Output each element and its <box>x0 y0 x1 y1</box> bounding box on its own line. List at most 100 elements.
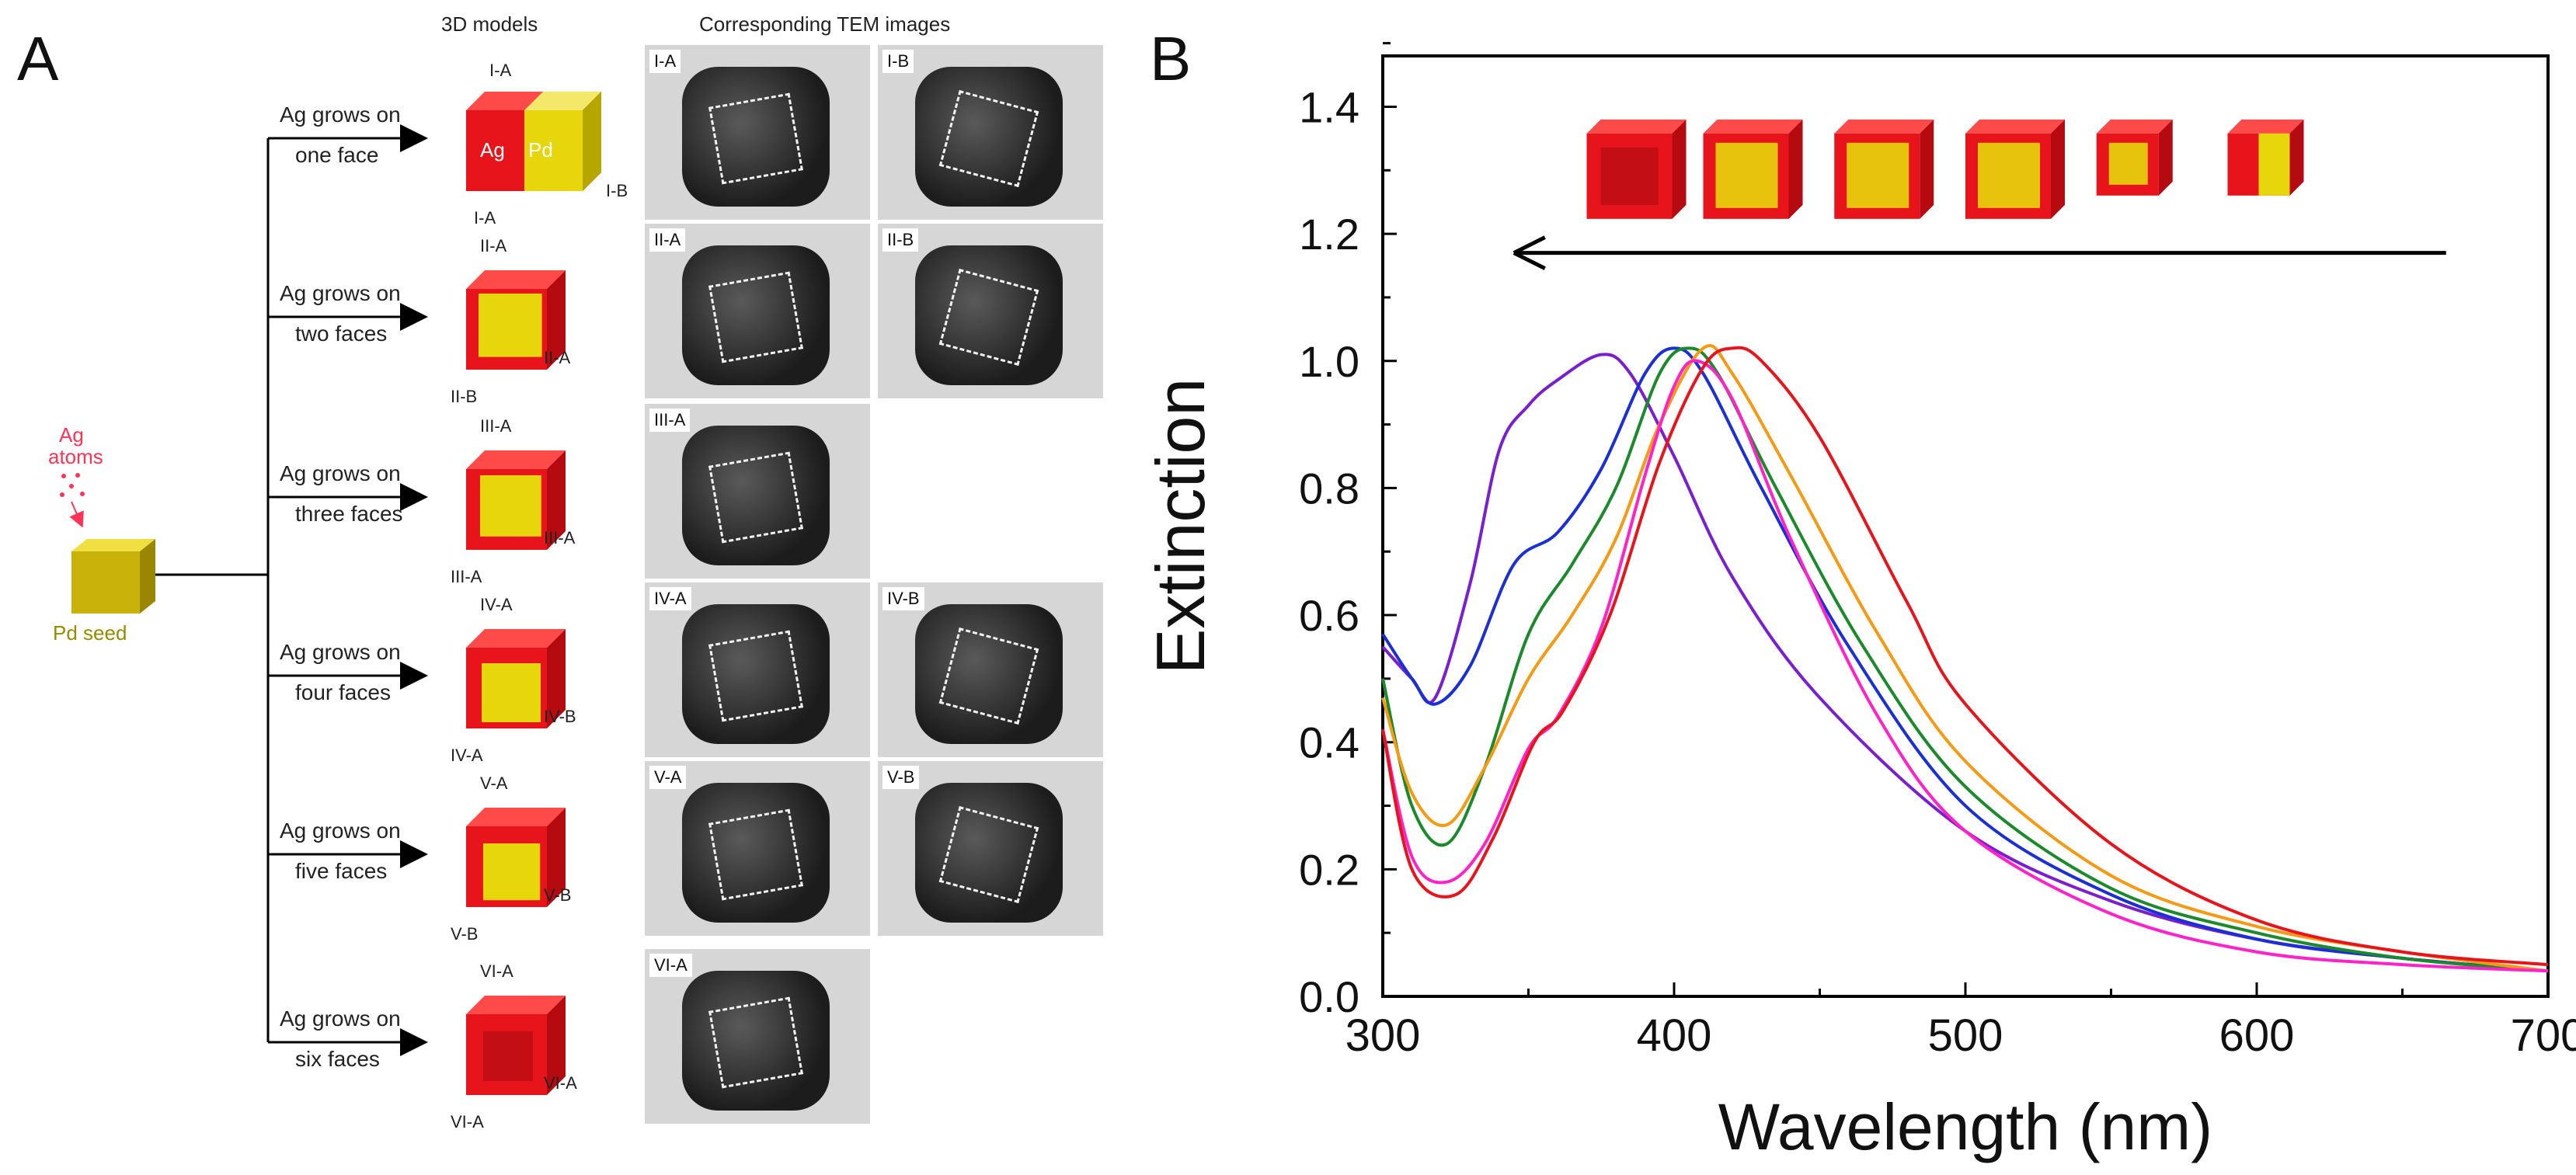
panel-b-letter: B <box>1150 24 1192 93</box>
growth-scheme-diagram <box>60 92 601 1095</box>
model-label: Pd <box>528 138 553 162</box>
arrow-label-line2: five faces <box>295 859 388 883</box>
nanocube-particle <box>915 604 1063 744</box>
y-tick-label: 0.2 <box>1299 845 1359 894</box>
x-tick-label: 400 <box>1637 1010 1712 1061</box>
tem-image: IV-A <box>645 582 870 757</box>
x-tick-label: 700 <box>2511 1010 2576 1061</box>
cube-model-row-4 <box>466 629 566 728</box>
ag-atoms-label-2: atoms <box>48 445 103 468</box>
tem-label: VI-A <box>649 954 692 977</box>
cube-models <box>466 92 601 1095</box>
inset-cube-model <box>1834 119 1934 219</box>
pd-seed-outline <box>708 996 803 1089</box>
cube-model-row-5 <box>466 808 566 907</box>
x-tick-label: 500 <box>1928 1010 2003 1061</box>
model-label: V-B <box>544 885 572 905</box>
y-tick-label: 0.8 <box>1299 464 1359 513</box>
panel-b: B 300 400 500 600 700 0.0 0.2 0.4 0.6 0.8 1.0 1.2 1.… <box>1088 0 2576 1175</box>
model-label: IV-A <box>451 746 483 765</box>
model-label: II-A <box>480 236 507 256</box>
extinction-chart: 300 400 500 600 700 0.0 0.2 0.4 0.6 0.8 1.0 1.2 1.4 W… <box>1142 42 2576 1163</box>
tem-image: III-A <box>645 404 870 579</box>
model-label: II-B <box>451 387 478 406</box>
tem-image: V-A <box>645 761 870 936</box>
cube-model-row-6 <box>466 996 566 1095</box>
pd-seed-outline <box>708 92 803 185</box>
tem-image: IV-B <box>878 582 1103 757</box>
nanocube-particle <box>682 67 830 207</box>
inset-cube-model <box>2227 119 2304 196</box>
y-tick-label: 1.2 <box>1299 210 1359 259</box>
tem-label: IV-A <box>649 587 691 610</box>
tem-image: I-A <box>645 45 870 220</box>
arrow-label-line1: Ag grows on <box>280 640 401 664</box>
arrow-label-line2: two faces <box>295 322 388 346</box>
panel-a: A 3D models Corresponding TEM images Ag <box>17 12 1103 1132</box>
model-label: V-A <box>480 773 508 793</box>
y-tick-label: 1.0 <box>1299 337 1359 386</box>
model-label: I-A <box>474 208 496 228</box>
arrow-label-line1: Ag grows on <box>280 819 401 843</box>
model-label: VI-A <box>451 1112 484 1132</box>
nanocube-particle <box>682 426 830 565</box>
arrow-label-line2: four faces <box>295 680 391 704</box>
model-label: I-B <box>606 181 628 200</box>
arrow-label-line2: one face <box>295 143 379 167</box>
y-axis-label: Extinction <box>1142 378 1219 675</box>
arrow-label-line1: Ag grows on <box>280 281 401 305</box>
tem-label: V-A <box>649 766 687 789</box>
x-tick-label: 300 <box>1345 1010 1421 1061</box>
model-label: IV-A <box>480 595 513 614</box>
cube-model-row-2 <box>466 270 566 370</box>
pd-seed-outline <box>708 451 803 544</box>
tem-image: V-B <box>878 761 1103 936</box>
series-line-green <box>1381 346 2549 973</box>
arrow-label-line1: Ag grows on <box>280 461 401 485</box>
y-tick-label: 1.4 <box>1299 82 1359 131</box>
inset-cube-model <box>1703 119 1803 219</box>
atoms-arrow <box>69 501 84 528</box>
cube-model-row-1 <box>466 92 601 191</box>
series-line-orange <box>1381 344 2549 973</box>
nanocube-particle <box>682 783 830 923</box>
tem-label: III-A <box>649 408 691 432</box>
tem-label: II-B <box>882 228 919 252</box>
arrow-label-line1: Ag grows on <box>280 1006 401 1031</box>
arrow-label-line2: six faces <box>295 1047 380 1071</box>
nanocube-particle <box>915 783 1063 923</box>
pd-seed-outline <box>708 808 803 901</box>
series-line-magenta <box>1381 359 2549 973</box>
pd-seed-outline <box>708 630 803 722</box>
model-label: IV-B <box>544 707 576 726</box>
branch-arrows <box>268 124 428 1056</box>
tem-image: II-B <box>878 224 1103 398</box>
nanocube-particle <box>682 971 830 1111</box>
trend-arrow-head <box>1513 235 1546 270</box>
cube-model-row-3 <box>466 450 566 550</box>
nanocube-particle <box>915 245 1063 385</box>
x-axis-label: Wavelength (nm) <box>1718 1090 2212 1163</box>
panel-a-letter: A <box>17 24 59 93</box>
y-tick-label: 0.4 <box>1299 718 1359 767</box>
y-tick-label: 0.6 <box>1299 591 1359 640</box>
header-3d-models: 3D models <box>441 12 538 36</box>
model-label: II-A <box>544 348 571 367</box>
tem-image: VI-A <box>645 949 870 1124</box>
tem-image: II-A <box>645 224 870 398</box>
series-line-blue <box>1381 346 2549 973</box>
model-label: III-A <box>544 528 576 548</box>
tem-image: I-B <box>878 45 1103 220</box>
model-label: V-B <box>451 924 479 944</box>
series-line-purple <box>1381 353 2549 973</box>
model-label: III-A <box>451 567 482 586</box>
model-label: III-A <box>480 416 512 436</box>
inset-cube-model <box>2096 119 2173 196</box>
model-label: I-A <box>489 61 512 80</box>
model-label: VI-A <box>544 1073 577 1093</box>
model-label: VI-A <box>480 961 513 981</box>
tem-label: II-A <box>649 228 686 252</box>
series-line-red <box>1381 346 2549 967</box>
nanocube-particle <box>915 67 1063 207</box>
nanocube-particle <box>682 245 830 385</box>
